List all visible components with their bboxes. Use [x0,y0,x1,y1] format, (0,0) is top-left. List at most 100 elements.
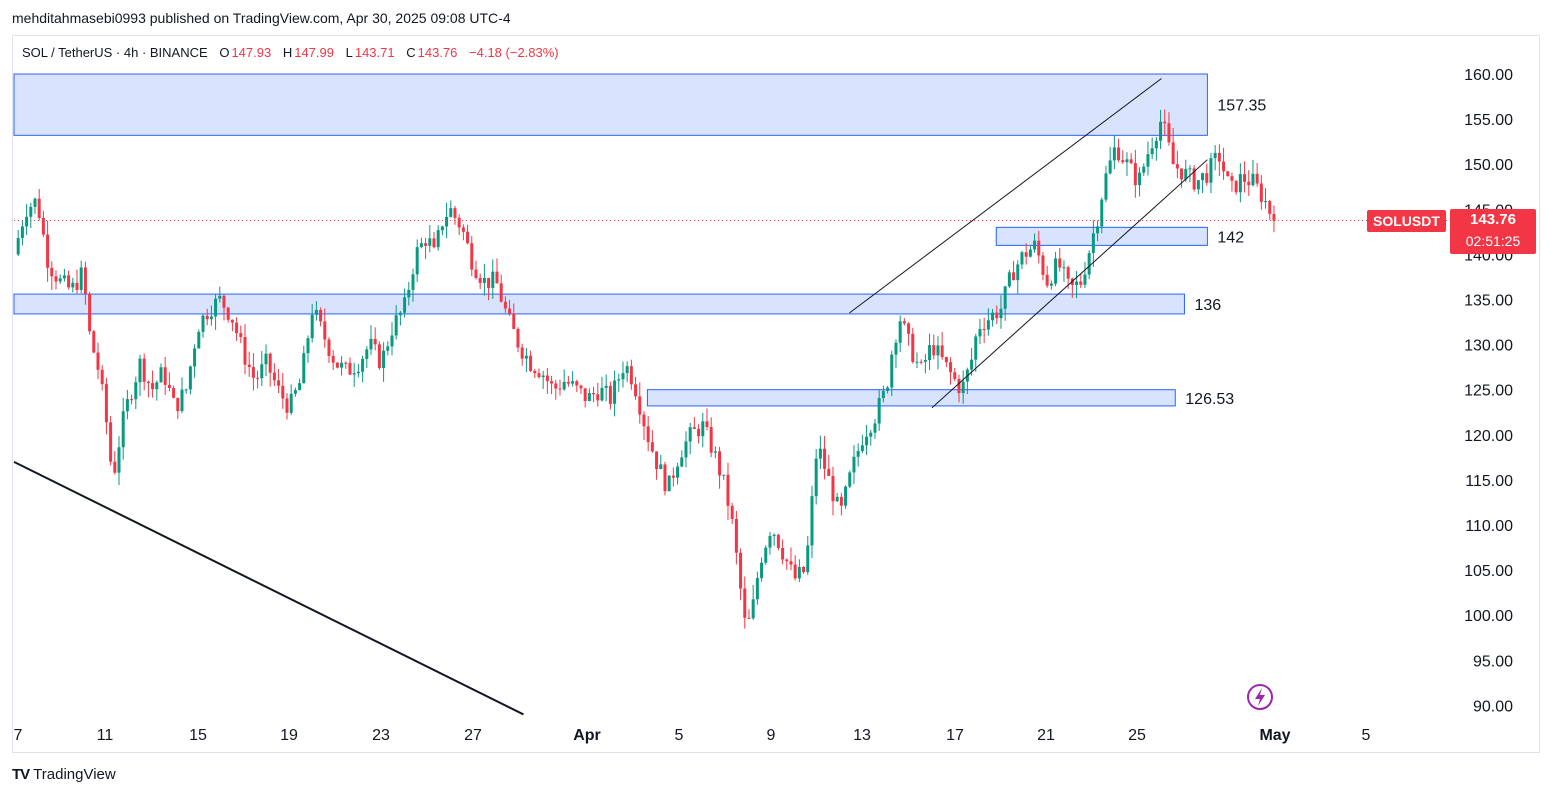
zone-label-3: 126.53 [1185,391,1234,408]
candle-body [1112,147,1116,161]
candle-body [436,230,440,248]
candle-body [877,398,881,424]
legend-symbol[interactable]: SOL / TetherUS · 4h · BINANCE [22,45,208,60]
candle-body [575,381,579,386]
candle-body [1041,255,1045,275]
legend-low-label: L [345,45,353,60]
candle-body [587,392,591,401]
candle-body [50,267,54,277]
y-tick-label: 125.00 [1464,383,1513,400]
candle-body [928,345,932,361]
candle-body [1234,180,1238,193]
candle-body [839,496,843,506]
candle-body [1075,281,1079,285]
candle-body [944,357,948,363]
candle-body [894,342,898,355]
candle-body [508,308,512,314]
footer-branding[interactable]: TV TradingView [12,766,116,783]
candle-body [243,337,247,365]
x-tick-label: 9 [767,727,776,744]
candle-body [369,338,373,350]
candle-body [881,390,885,399]
candle-body [726,474,730,506]
lightning-icon[interactable] [1247,684,1273,710]
candle-body [344,362,348,364]
candle-body [310,314,314,339]
legend-open-label: O [219,45,230,60]
candle-body [722,474,726,476]
candle-body [1247,181,1251,186]
candle-body [176,397,180,412]
candle-body [949,362,953,373]
candle-body [604,385,608,388]
candle-body [62,275,66,279]
y-tick-label: 160.00 [1464,67,1513,84]
candle-body [293,390,297,394]
candle-body [953,372,957,380]
candle-body [1066,267,1070,279]
candle-body [978,329,982,337]
candle-body [541,375,545,378]
candle-body [75,282,79,290]
candle-body [680,457,684,467]
candle-body [823,448,827,469]
candle-body [629,366,633,385]
legend-change: −4.18 (−2.83%) [469,45,559,60]
candle-body [79,267,83,290]
footer-brand: TradingView [33,766,116,783]
y-axis: 160.00155.00150.00145.00140.00135.00130.… [1464,67,1513,715]
candle-body [411,274,415,290]
candle-body [512,313,516,329]
candle-body [495,271,499,284]
candle-body [272,372,276,381]
candle-body [810,496,814,546]
candle-body [104,384,108,423]
candle-body [1201,173,1205,181]
candle-body [1154,140,1158,149]
candle-body [96,352,100,370]
tradingview-logo-icon: TV [12,766,30,783]
candle-body [1150,148,1154,155]
x-tick-label: May [1259,727,1290,744]
chart-frame[interactable] [12,35,1540,753]
candle-body [449,208,453,217]
candle-body [995,312,999,319]
candle-body [1117,147,1121,161]
candle-body [188,366,192,390]
candle-body [239,333,243,338]
candle-body [1108,160,1112,174]
x-tick-label: 7 [14,727,23,744]
candle-body [764,547,768,563]
candle-body [1133,163,1137,186]
candle-body [621,373,625,380]
candle-body [71,282,75,288]
candle-body [235,322,239,334]
candle-body [1196,180,1200,190]
candle-body [646,426,650,443]
candle-body [1226,171,1230,177]
y-tick-label: 115.00 [1465,473,1513,490]
y-tick-label: 135.00 [1464,293,1513,310]
legend-close-value: 143.76 [417,45,458,60]
bar-countdown: 02:51:25 [1465,233,1521,249]
candle-body [302,353,306,384]
candle-body [1062,267,1066,269]
candle-body [814,458,818,497]
candle-body [781,547,785,560]
zone-label-1: 142 [1217,229,1244,246]
candle-body [558,388,562,390]
candle-body [419,243,423,248]
candle-body [1125,159,1129,163]
legend-open-value: 147.93 [231,45,272,60]
candle-body [974,336,978,360]
candle-body [33,198,37,207]
candle-body [915,361,919,363]
candle-body [608,385,612,404]
candle-body [957,379,961,394]
candle-body [361,358,365,372]
candle-body [222,295,226,308]
last-price-value: 143.76 [1470,211,1516,228]
candle-body [230,319,234,323]
